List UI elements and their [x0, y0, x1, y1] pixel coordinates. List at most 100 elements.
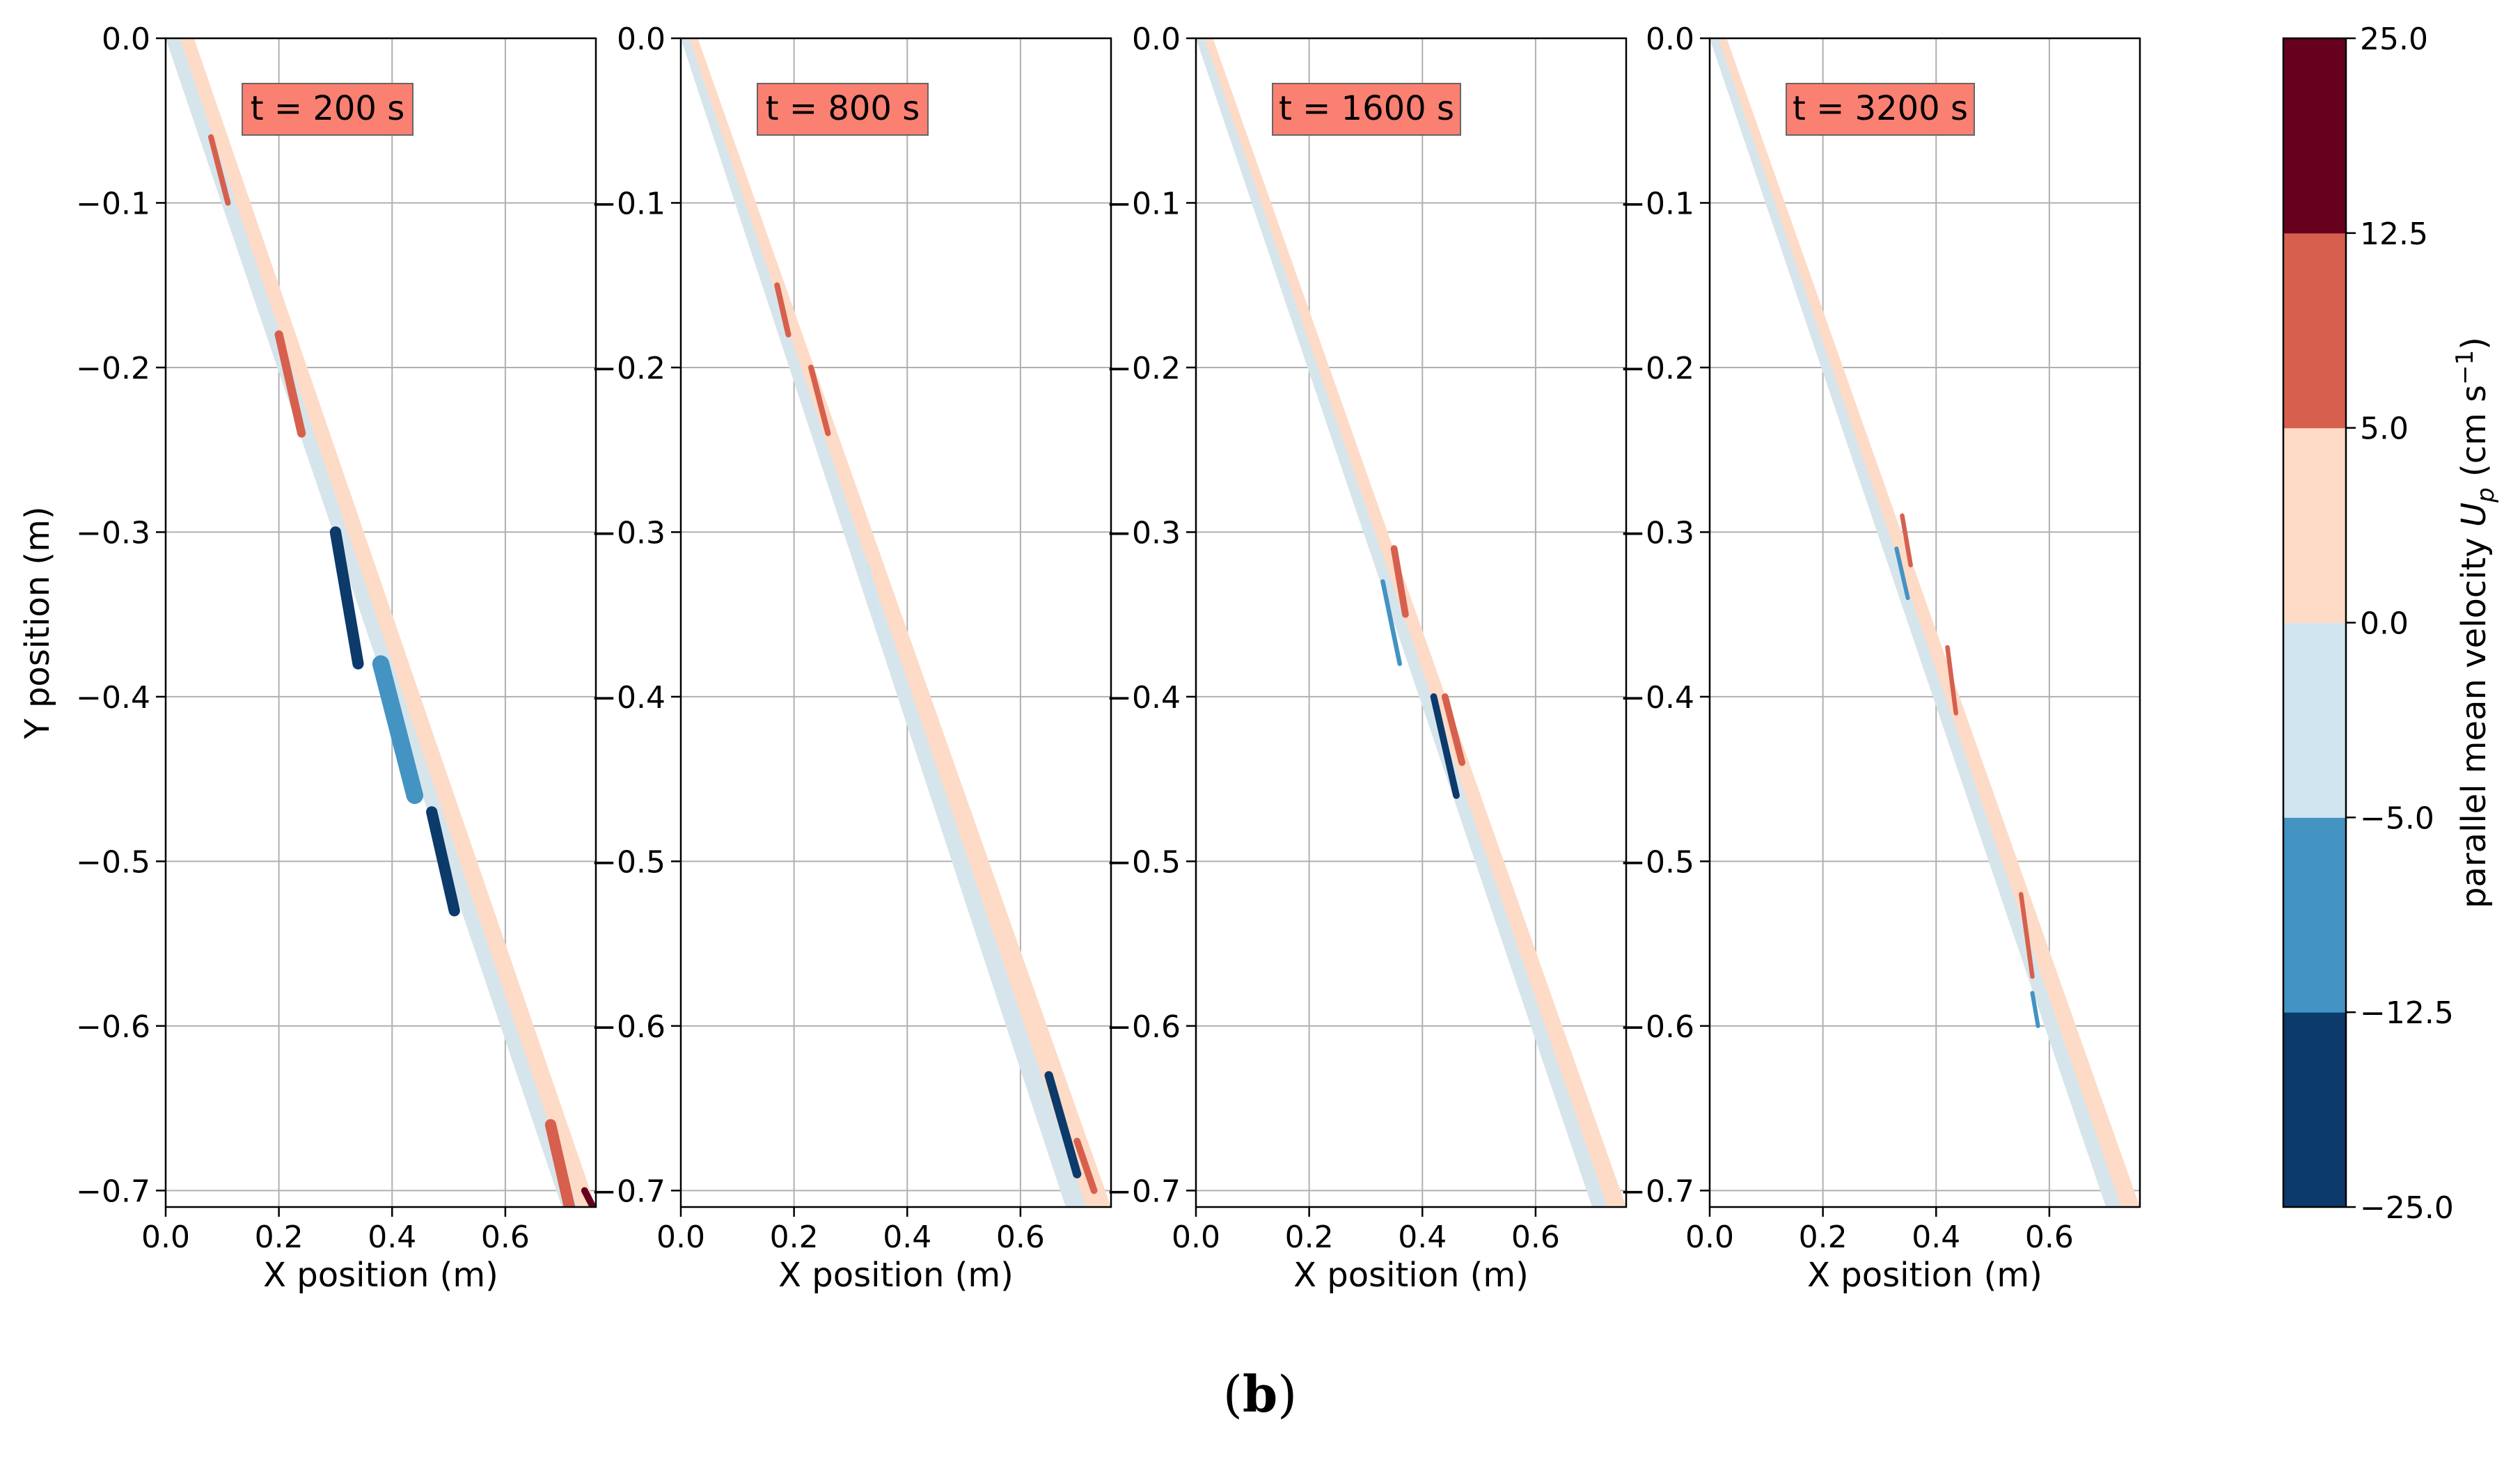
colorbar-tick-label: 12.5	[2360, 216, 2428, 252]
panel-2: 0.0 0.2 0.4 0.6 0.0 −0.1 −0.2 −0.3 −0.4 −0.5 −0.6 −…	[591, 22, 1112, 1295]
y-tick-label: −0.2	[76, 351, 150, 386]
velocity-feature	[1390, 545, 1409, 618]
velocity-feature	[1430, 693, 1460, 799]
colorbar-label-sub: p	[2472, 487, 2500, 503]
velocity-feature	[207, 134, 231, 206]
velocity-feature	[1945, 645, 1958, 716]
velocity-feature	[372, 655, 423, 805]
time-label: t = 1600 s	[1279, 89, 1454, 128]
x-tick-label: 0.4	[368, 1220, 416, 1255]
y-tick-label: −0.3	[1620, 515, 1694, 551]
y-tick-label: −0.1	[1620, 186, 1694, 221]
colorbar-segment	[2283, 232, 2346, 429]
y-tick-label: −0.6	[1106, 1009, 1181, 1045]
caption-label: b	[1242, 1364, 1278, 1423]
x-tick-label: 0.0	[656, 1220, 705, 1255]
velocity-feature	[774, 282, 792, 338]
time-label-box	[757, 83, 929, 136]
colorbar-label-prefix: parallel mean velocity	[2455, 527, 2494, 908]
x-tick-label: 0.6	[1511, 1220, 1560, 1255]
y-tick-label: −0.3	[591, 515, 666, 551]
x-tick-label: 0.6	[2025, 1220, 2074, 1255]
y-tick-label: −0.7	[76, 1174, 150, 1209]
caption-paren-close: )	[1277, 1365, 1298, 1423]
y-tick-label: −0.4	[1620, 680, 1694, 716]
x-tick-label: 0.4	[1398, 1220, 1447, 1255]
channel-negative-region	[1710, 38, 2122, 1207]
x-axis-label: X position (m)	[263, 1256, 498, 1295]
velocity-feature	[1441, 693, 1466, 766]
x-axis-label: X position (m)	[1293, 1256, 1529, 1295]
x-tick-label: 0.4	[883, 1220, 931, 1255]
x-tick-label: 0.0	[141, 1220, 190, 1255]
velocity-feature	[1894, 546, 1910, 601]
velocity-feature	[865, 562, 881, 633]
y-tick-label: −0.7	[1620, 1174, 1694, 1209]
y-tick-label: −0.6	[1620, 1009, 1694, 1045]
velocity-feature	[2030, 991, 2040, 1028]
colorbar-label-var: U	[2455, 503, 2494, 527]
y-tick-label: 0.0	[617, 22, 666, 57]
colorbar-segment	[2283, 622, 2346, 818]
velocity-feature	[274, 330, 306, 438]
channel-band	[681, 38, 1111, 1207]
channel-negative-region	[1196, 38, 1608, 1207]
colorbar-tick-label: 5.0	[2360, 411, 2409, 447]
y-tick-label: −0.5	[76, 844, 150, 880]
colorbar-tick-label: 25.0	[2360, 22, 2428, 57]
velocity-feature	[1044, 1071, 1082, 1178]
channel-band	[1710, 38, 2140, 1207]
y-tick-label: −0.7	[591, 1174, 666, 1209]
y-tick-label: −0.2	[1106, 351, 1181, 386]
y-tick-label: −0.7	[1106, 1174, 1181, 1209]
y-tick-label: −0.1	[591, 186, 666, 221]
channel-band	[1196, 38, 1626, 1207]
y-tick-label: −0.3	[76, 515, 150, 551]
y-tick-label: −0.1	[76, 186, 150, 221]
channel-band	[166, 38, 596, 1207]
x-tick-label: 0.6	[996, 1220, 1045, 1255]
axes-frame	[164, 37, 597, 1208]
colorbar-segment	[2283, 817, 2346, 1013]
y-tick-label: −0.6	[76, 1009, 150, 1045]
colorbar-tick-label: −25.0	[2360, 1190, 2454, 1226]
velocity-feature	[808, 364, 831, 436]
time-label: t = 800 s	[766, 89, 920, 128]
time-label-box	[242, 83, 414, 136]
panels: 0.0 0.2 0.4 0.6 0.0 −0.1 −0.2 −0.3 −0.4 −0.5 −0.6 −…	[18, 22, 2141, 1295]
colorbar-tick-label: −12.5	[2360, 995, 2454, 1031]
caption-paren-open: (	[1222, 1365, 1243, 1423]
y-tick-label: 0.0	[102, 22, 150, 57]
y-tick-label: 0.0	[1132, 22, 1181, 57]
x-tick-label: 0.0	[1685, 1220, 1734, 1255]
velocity-feature	[426, 806, 460, 917]
velocity-feature	[581, 1187, 596, 1207]
colorbar-label-units: (cm s	[2455, 385, 2494, 487]
y-tick-label: 0.0	[1646, 22, 1694, 57]
time-label: t = 200 s	[251, 89, 404, 128]
x-tick-label: 0.2	[255, 1220, 304, 1255]
y-tick-label: −0.5	[1106, 844, 1181, 880]
y-tick-label: −0.2	[1620, 351, 1694, 386]
y-tick-label: −0.6	[591, 1009, 666, 1045]
axes-frame	[1195, 37, 1628, 1208]
velocity-feature	[329, 526, 364, 670]
colorbar-segment	[2283, 38, 2346, 234]
figure-caption: (b)	[0, 1364, 2520, 1423]
colorbar: −25.0 −12.5 −5.0 0.0 5.0 12.5 25.0 parallel mea…	[2282, 22, 2500, 1226]
y-tick-label: −0.5	[591, 844, 666, 880]
y-tick-label: −0.4	[76, 680, 150, 716]
velocity-feature	[2018, 892, 2035, 979]
x-tick-label: 0.2	[1285, 1220, 1334, 1255]
channel-negative-region	[681, 38, 1087, 1207]
x-tick-label: 0.6	[481, 1220, 530, 1255]
y-tick-label: −0.2	[591, 351, 666, 386]
time-label-box	[1272, 83, 1461, 136]
y-tick-label: −0.5	[1620, 844, 1694, 880]
x-tick-label: 0.4	[1912, 1220, 1960, 1255]
y-tick-label: −0.4	[1106, 680, 1181, 716]
x-axis-label: X position (m)	[778, 1256, 1014, 1295]
time-label-box	[1786, 83, 1975, 136]
channel-negative-region	[166, 38, 578, 1207]
